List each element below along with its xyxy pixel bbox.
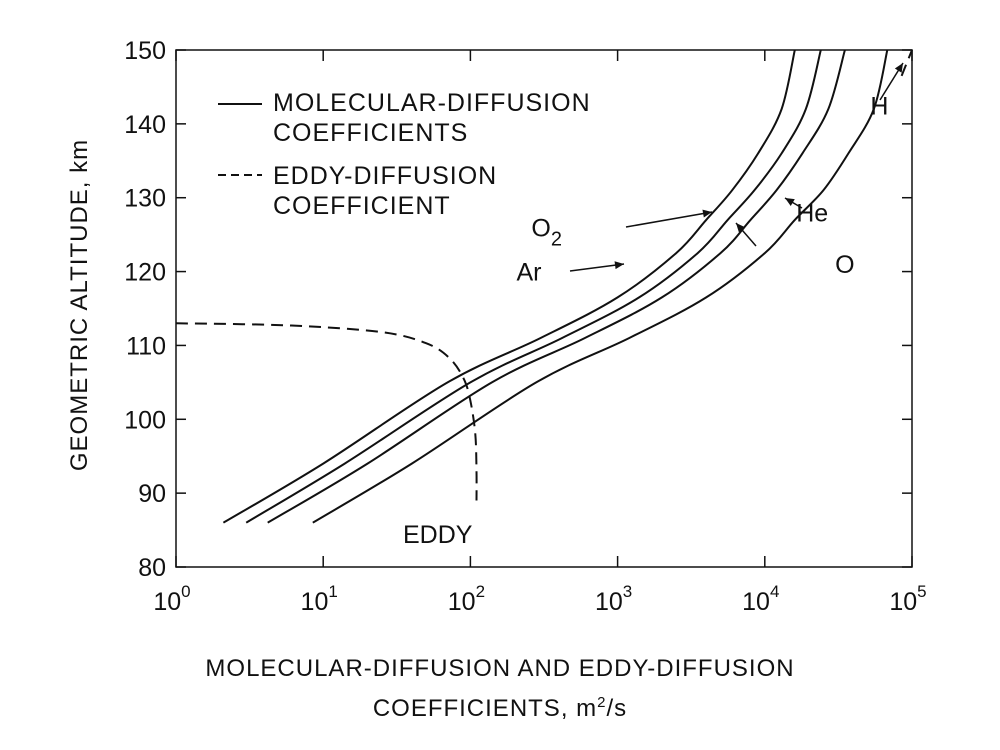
plot-frame bbox=[175, 49, 913, 568]
x-axis-unit-exponent: 2 bbox=[597, 694, 607, 711]
annotation-h: H bbox=[870, 92, 888, 120]
arrow-he-head bbox=[785, 198, 795, 207]
arrow-o2-head bbox=[702, 209, 712, 218]
annotation-he: He bbox=[796, 199, 828, 227]
x-axis-title-line2: COEFFICIENTS, m2/s bbox=[0, 686, 1000, 726]
y-tick-label: 90 bbox=[138, 480, 166, 508]
y-tick-label: 120 bbox=[124, 259, 166, 287]
arrow-ar bbox=[569, 263, 625, 272]
y-axis-title-text: GEOMETRIC ALTITUDE, km bbox=[66, 138, 93, 472]
legend-label-1-line1: MOLECULAR-DIFFUSION bbox=[273, 89, 591, 117]
series-o2-line bbox=[245, 49, 822, 524]
series-ar-line bbox=[222, 49, 796, 524]
annotation-ar: Ar bbox=[516, 259, 541, 287]
x-axis-unit-suffix: /s bbox=[606, 695, 628, 722]
y-tick-label: 140 bbox=[124, 111, 166, 139]
annotation-o: O bbox=[835, 251, 854, 279]
arrow-o-head bbox=[736, 223, 745, 233]
x-tick-label: 101 bbox=[301, 582, 338, 616]
x-axis-title: MOLECULAR-DIFFUSION AND EDDY-DIFFUSION C… bbox=[0, 652, 1000, 726]
y-tick-label: 130 bbox=[124, 185, 166, 213]
annotation-o2: O2 bbox=[531, 214, 562, 250]
legend-label-2-line1: EDDY-DIFFUSION bbox=[273, 162, 497, 190]
x-tick-label: 104 bbox=[742, 582, 779, 616]
y-tick-label: 110 bbox=[126, 332, 166, 360]
legend-label-2-line2: COEFFICIENT bbox=[273, 192, 451, 220]
arrow-o2 bbox=[625, 211, 713, 228]
x-tick-label: 100 bbox=[153, 582, 190, 616]
legend-label-1-line2: COEFFICIENTS bbox=[273, 119, 468, 147]
x-tick-label: 102 bbox=[448, 582, 485, 616]
series-o-line bbox=[267, 49, 846, 524]
x-tick-label: 103 bbox=[595, 582, 632, 616]
y-tick-label: 80 bbox=[138, 554, 166, 582]
series-he-line bbox=[312, 49, 889, 524]
y-tick-label: 150 bbox=[124, 37, 166, 65]
y-tick-label: 100 bbox=[124, 406, 166, 434]
x-axis-title-line1: MOLECULAR-DIFFUSION AND EDDY-DIFFUSION bbox=[205, 655, 795, 682]
x-axis-title-line2-text: COEFFICIENTS, m bbox=[372, 695, 598, 722]
arrow-ar-head bbox=[614, 261, 624, 270]
arrow-h-head bbox=[894, 63, 903, 73]
annotation-eddy: EDDY bbox=[403, 521, 473, 549]
series-h-line bbox=[900, 49, 913, 77]
series-eddy-line bbox=[175, 322, 478, 501]
x-tick-label: 105 bbox=[889, 582, 926, 616]
